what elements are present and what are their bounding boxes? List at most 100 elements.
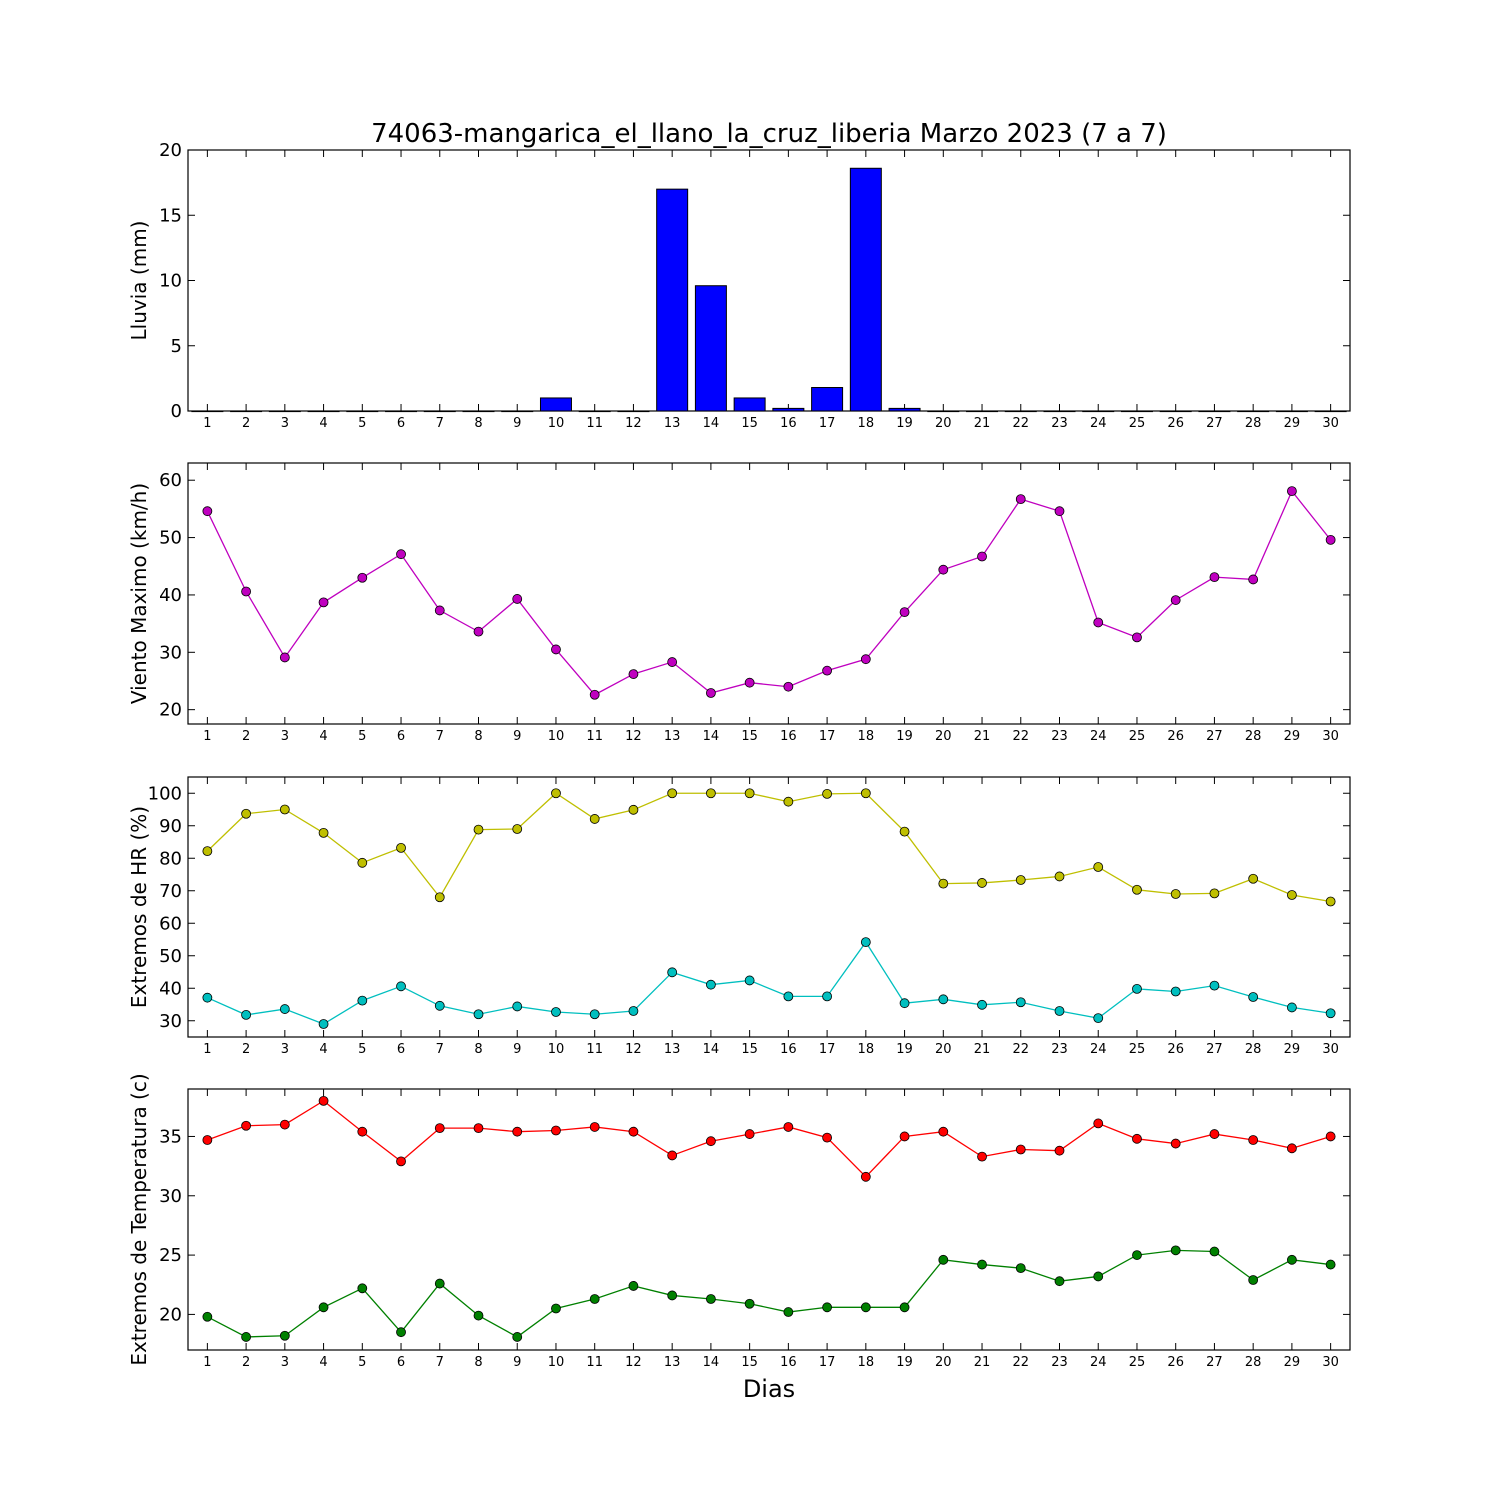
x-tick-label: 21	[974, 1355, 991, 1370]
plot-frame	[187, 149, 1351, 412]
data-point	[589, 814, 600, 824]
data-point	[1132, 1250, 1142, 1260]
x-tick-label: 4	[319, 1042, 327, 1057]
x-tick-label: 28	[1245, 729, 1262, 744]
data-point	[783, 1307, 794, 1317]
data-point	[628, 1126, 639, 1137]
bar	[1159, 410, 1192, 413]
y-axis-label: Lluvia (mm)	[127, 221, 151, 341]
data-point	[1093, 1271, 1104, 1282]
x-tick-label: 21	[974, 416, 991, 431]
x-tick-label: 1	[203, 729, 211, 744]
y-tick-label: 15	[159, 205, 182, 226]
x-tick-label: 16	[780, 1355, 797, 1370]
bar	[385, 410, 418, 413]
x-tick-label: 15	[741, 416, 758, 431]
bar	[811, 387, 844, 412]
bar	[1314, 410, 1347, 413]
x-tick-label: 25	[1129, 729, 1146, 744]
x-tick-label: 7	[436, 1042, 444, 1057]
x-tick-label: 1	[203, 1042, 211, 1057]
data-point	[241, 1120, 252, 1131]
data-point	[434, 1278, 445, 1289]
y-tick-label: 90	[159, 816, 182, 837]
data-point	[589, 1122, 600, 1132]
bar	[462, 410, 495, 413]
y-tick-label: 10	[159, 271, 182, 292]
x-tick-label: 19	[896, 729, 913, 744]
data-point	[318, 1019, 329, 1029]
data-point	[783, 681, 794, 692]
y-tick-label: 100	[148, 783, 182, 804]
x-tick-label: 25	[1129, 1042, 1146, 1057]
data-point	[551, 788, 561, 799]
x-tick-label: 9	[513, 416, 521, 431]
data-point	[512, 1001, 523, 1012]
x-tick-label: 16	[780, 1042, 797, 1057]
x-tick-label: 20	[935, 729, 952, 744]
x-tick-label: 12	[625, 1042, 642, 1057]
y-tick-label: 5	[171, 336, 182, 357]
data-point	[822, 1302, 832, 1313]
data-point	[434, 1123, 445, 1134]
y-tick-label: 80	[159, 848, 182, 869]
bar	[1275, 410, 1308, 413]
y-axis-label: Viento Maximo (km/h)	[127, 483, 151, 704]
x-tick-label: 8	[474, 1355, 482, 1370]
data-point	[202, 992, 213, 1003]
data-point	[1325, 1008, 1336, 1019]
bar	[539, 397, 572, 412]
bar	[966, 410, 999, 413]
data-point	[938, 1254, 949, 1265]
data-point	[1248, 574, 1259, 585]
series-line-2	[207, 1249, 1331, 1338]
x-tick-label: 23	[1051, 1355, 1068, 1370]
data-point	[628, 669, 639, 679]
series-line-1	[206, 792, 1331, 903]
x-tick-label: 25	[1129, 416, 1146, 431]
data-point	[938, 564, 949, 575]
x-tick-label: 22	[1012, 729, 1029, 744]
data-point	[434, 605, 445, 616]
y-tick-label: 25	[159, 1245, 182, 1266]
data-point	[434, 892, 445, 903]
series-line-2	[207, 940, 1331, 1025]
x-tick-label: 28	[1245, 416, 1262, 431]
x-tick-label: 24	[1090, 1042, 1107, 1057]
x-tick-label: 3	[281, 416, 289, 431]
x-tick-label: 22	[1012, 1042, 1029, 1057]
x-tick-label: 23	[1051, 729, 1068, 744]
x-tick-label: 27	[1206, 1042, 1223, 1057]
data-point	[1209, 1129, 1220, 1139]
y-tick-label: 30	[159, 1186, 182, 1207]
x-tick-label: 16	[780, 416, 797, 431]
x-tick-label: 11	[586, 416, 603, 431]
data-point	[202, 1311, 213, 1322]
data-point	[1093, 862, 1104, 872]
data-point	[512, 1332, 523, 1342]
chart-title: 74063-mangarica_el_llano_la_cruz_liberia…	[371, 119, 1167, 149]
data-point	[667, 1150, 678, 1161]
x-tick-label: 10	[548, 729, 565, 744]
data-point	[241, 1010, 252, 1020]
x-tick-label: 2	[242, 416, 250, 431]
x-tick-label: 5	[358, 416, 366, 431]
data-point	[822, 1132, 832, 1143]
y-tick-label: 35	[159, 1126, 182, 1147]
data-point	[357, 857, 368, 868]
x-tick-label: 28	[1245, 1355, 1262, 1370]
data-point	[1170, 1245, 1181, 1256]
x-tick-label: 24	[1090, 416, 1107, 431]
x-tick-label: 25	[1129, 1355, 1146, 1370]
data-point	[1287, 890, 1297, 900]
data-point	[1287, 1002, 1297, 1013]
y-tick-label: 60	[159, 470, 182, 491]
data-point	[706, 788, 716, 799]
data-point	[938, 878, 949, 889]
data-point	[279, 1330, 290, 1341]
data-point	[1015, 494, 1026, 505]
data-point	[1287, 1254, 1297, 1265]
data-point	[202, 1135, 213, 1145]
y-tick-label: 40	[159, 978, 182, 999]
bar	[346, 410, 379, 413]
